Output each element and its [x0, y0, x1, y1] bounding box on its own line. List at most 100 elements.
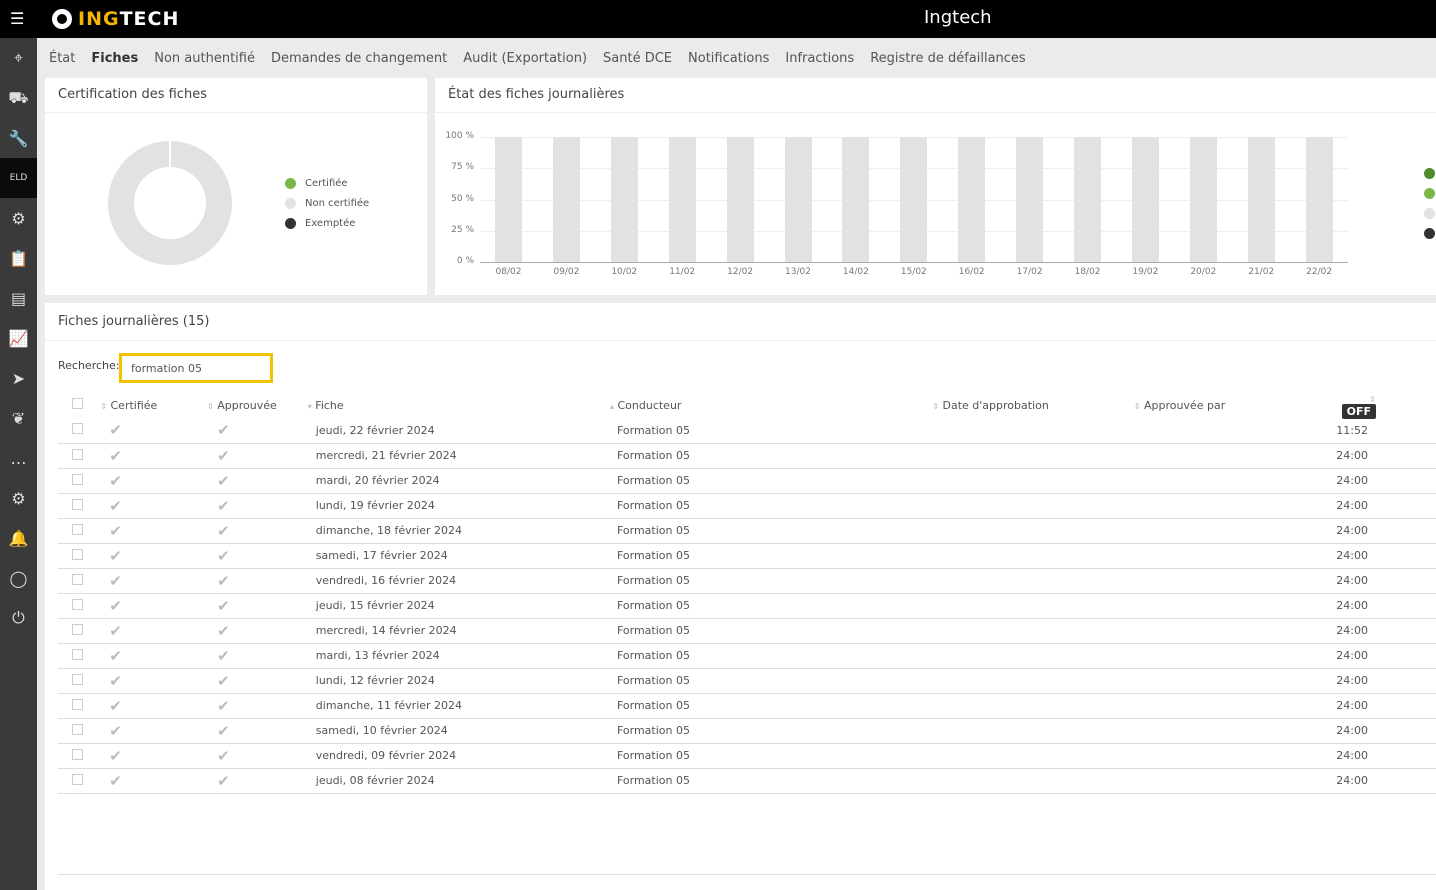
sort-icon[interactable]: ⇕: [1133, 401, 1141, 411]
map-pin-icon[interactable]: ⌖: [13, 48, 23, 67]
message-icon[interactable]: …: [10, 448, 27, 468]
chart-icon[interactable]: 📈: [8, 328, 29, 348]
send-icon[interactable]: ➤: [11, 368, 26, 388]
row-checkbox[interactable]: [72, 548, 83, 560]
bar-15/02[interactable]: [900, 137, 928, 262]
row-checkbox[interactable]: [72, 473, 83, 485]
bar-17/02[interactable]: [1016, 137, 1044, 262]
bar-20/02[interactable]: [1189, 137, 1217, 262]
fiche-date[interactable]: jeudi, 22 février 2024: [307, 418, 610, 444]
column-header[interactable]: ⇕ Certifiée: [100, 392, 207, 418]
row-checkbox[interactable]: [72, 573, 83, 585]
screen-icon[interactable]: ▤: [10, 288, 27, 308]
row-checkbox[interactable]: [72, 623, 83, 635]
sort-icon[interactable]: ▴: [609, 401, 614, 411]
row-checkbox[interactable]: [72, 423, 83, 435]
sort-icon[interactable]: ▾: [307, 401, 312, 411]
row-checkbox[interactable]: [72, 448, 83, 460]
fiche-date[interactable]: vendredi, 09 février 2024: [307, 743, 610, 769]
table-row[interactable]: ✔ ✔ dimanche, 11 février 2024 Formation 05 2…: [58, 693, 1436, 719]
row-checkbox[interactable]: [72, 673, 83, 685]
off-toggle[interactable]: OFF: [1341, 404, 1376, 419]
row-checkbox[interactable]: [72, 598, 83, 610]
select-all-checkbox[interactable]: [72, 398, 83, 409]
hamburger-menu-icon[interactable]: ☰: [10, 9, 25, 28]
table-row[interactable]: ✔ ✔ vendredi, 16 février 2024 Formation 05 2…: [58, 568, 1436, 594]
table-row[interactable]: ✔ ✔ samedi, 17 février 2024 Formation 05 24:…: [58, 543, 1436, 569]
fiche-date[interactable]: dimanche, 11 février 2024: [307, 693, 610, 719]
bar-14/02[interactable]: [842, 137, 870, 262]
select-all[interactable]: [58, 392, 100, 418]
tab-4[interactable]: Audit (Exportation): [463, 50, 588, 66]
bar-18/02[interactable]: [1074, 137, 1101, 262]
bar-21/02[interactable]: [1247, 137, 1275, 262]
column-header[interactable]: ⇕ Approuvée: [207, 392, 308, 418]
truck-icon[interactable]: ⛟: [8, 87, 29, 107]
table-row[interactable]: ✔ ✔ mardi, 13 février 2024 Formation 05 24:0…: [58, 643, 1436, 669]
fiche-date[interactable]: vendredi, 16 février 2024: [307, 568, 610, 594]
table-row[interactable]: ✔ ✔ mercredi, 21 février 2024 Formation 05 2…: [58, 443, 1436, 469]
fiche-date[interactable]: lundi, 12 février 2024: [307, 668, 610, 694]
table-row[interactable]: ✔ ✔ mercredi, 14 février 2024 Formation 05 2…: [58, 618, 1436, 644]
leaf-icon[interactable]: ❦: [11, 408, 26, 428]
row-checkbox[interactable]: [72, 698, 83, 710]
bar-13/02[interactable]: [784, 137, 812, 262]
search-input[interactable]: [119, 353, 273, 383]
bar-12/02[interactable]: [726, 137, 754, 262]
eld-icon[interactable]: ELD: [0, 158, 37, 198]
table-row[interactable]: ✔ ✔ jeudi, 15 février 2024 Formation 05 24:0…: [58, 593, 1436, 619]
sort-icon[interactable]: ⇕: [1369, 395, 1376, 404]
table-row[interactable]: ✔ ✔ jeudi, 22 février 2024 Formation 05 11:5…: [58, 418, 1436, 444]
bar-08/02[interactable]: [495, 137, 522, 262]
tab-8[interactable]: Registre de défaillances: [870, 50, 1026, 66]
fiche-date[interactable]: jeudi, 08 février 2024: [307, 768, 610, 794]
bar-22/02[interactable]: [1305, 137, 1333, 262]
table-row[interactable]: ✔ ✔ lundi, 12 février 2024 Formation 05 24:0…: [58, 668, 1436, 694]
fiche-date[interactable]: dimanche, 18 février 2024: [307, 518, 610, 544]
fiche-date[interactable]: samedi, 10 février 2024: [307, 718, 610, 744]
fiche-date[interactable]: lundi, 19 février 2024: [307, 493, 610, 519]
row-checkbox[interactable]: [72, 648, 83, 660]
table-row[interactable]: ✔ ✔ jeudi, 08 février 2024 Formation 05 24:0…: [58, 768, 1436, 794]
wrench-icon[interactable]: 🔧: [8, 128, 29, 148]
row-checkbox[interactable]: [72, 723, 83, 735]
table-row[interactable]: ✔ ✔ vendredi, 09 février 2024 Formation 05 2…: [58, 743, 1436, 769]
column-header[interactable]: ▾ Fiche: [308, 392, 610, 418]
fiche-date[interactable]: mercredi, 21 février 2024: [307, 443, 610, 469]
fiche-date[interactable]: mardi, 20 février 2024: [307, 468, 610, 494]
table-row[interactable]: ✔ ✔ mardi, 20 février 2024 Formation 05 24:0…: [58, 468, 1436, 494]
row-checkbox[interactable]: [72, 523, 83, 535]
bar-19/02[interactable]: [1131, 137, 1159, 262]
tab-7[interactable]: Infractions: [785, 50, 855, 66]
user-icon[interactable]: ◯: [9, 568, 28, 588]
sort-icon[interactable]: ⇕: [100, 401, 107, 411]
column-header[interactable]: ⇕ Approuvée par: [1134, 392, 1335, 418]
tab-6[interactable]: Notifications: [688, 50, 770, 66]
table-row[interactable]: ✔ ✔ lundi, 19 février 2024 Formation 05 24:0…: [58, 493, 1436, 519]
tab-1[interactable]: Fiches: [91, 50, 139, 66]
row-checkbox[interactable]: [72, 498, 83, 510]
fiche-date[interactable]: mercredi, 14 février 2024: [307, 618, 610, 644]
column-header[interactable]: ⇕ OFF: [1335, 392, 1436, 419]
tab-0[interactable]: État: [49, 50, 76, 66]
fiche-date[interactable]: mardi, 13 février 2024: [307, 643, 610, 669]
tab-5[interactable]: Santé DCE: [603, 50, 673, 66]
table-row[interactable]: ✔ ✔ samedi, 10 février 2024 Formation 05 24:…: [58, 718, 1436, 744]
tab-2[interactable]: Non authentifié: [154, 50, 255, 66]
fiche-date[interactable]: jeudi, 15 février 2024: [307, 593, 610, 619]
alarm-icon[interactable]: 🔔: [8, 528, 29, 548]
table-row[interactable]: ✔ ✔ dimanche, 18 février 2024 Formation 05 2…: [58, 518, 1436, 544]
fiche-date[interactable]: samedi, 17 février 2024: [307, 543, 610, 569]
row-checkbox[interactable]: [72, 748, 83, 760]
gear-icon[interactable]: ⚙: [11, 488, 26, 508]
engine-icon[interactable]: ⚙: [11, 208, 26, 228]
bar-10/02[interactable]: [610, 137, 638, 262]
clipboard-icon[interactable]: 📋: [8, 248, 29, 268]
tab-3[interactable]: Demandes de changement: [270, 50, 448, 66]
column-header[interactable]: ⇕ Date d'approbation: [932, 392, 1133, 418]
sort-icon[interactable]: ⇕: [207, 401, 214, 411]
sort-icon[interactable]: ⇕: [932, 401, 939, 411]
bar-16/02[interactable]: [958, 137, 986, 262]
row-checkbox[interactable]: [72, 773, 83, 785]
bar-11/02[interactable]: [668, 137, 696, 262]
